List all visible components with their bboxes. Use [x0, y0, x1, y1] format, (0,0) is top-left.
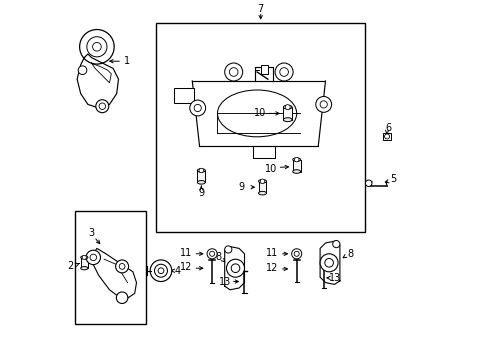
Circle shape — [150, 260, 171, 282]
Text: 10: 10 — [264, 164, 276, 174]
Text: 5: 5 — [390, 174, 396, 184]
Text: 8: 8 — [215, 252, 221, 262]
Bar — [197, 171, 205, 183]
Text: 9: 9 — [198, 188, 204, 198]
Circle shape — [78, 66, 87, 75]
Circle shape — [206, 249, 217, 259]
Ellipse shape — [283, 105, 291, 109]
Circle shape — [229, 68, 238, 76]
Circle shape — [209, 251, 214, 256]
Circle shape — [384, 134, 389, 139]
Circle shape — [119, 264, 125, 269]
Circle shape — [285, 105, 289, 109]
Circle shape — [80, 30, 114, 64]
Circle shape — [320, 254, 337, 272]
Text: 8: 8 — [346, 249, 352, 259]
Ellipse shape — [283, 118, 291, 122]
Bar — [81, 257, 88, 268]
Circle shape — [154, 264, 167, 277]
Ellipse shape — [292, 170, 300, 173]
Text: 1: 1 — [123, 56, 130, 66]
Bar — [174, 88, 194, 103]
Circle shape — [275, 63, 292, 81]
Text: 2: 2 — [67, 261, 73, 271]
Bar — [156, 23, 365, 232]
Circle shape — [279, 68, 288, 76]
Text: 4: 4 — [174, 266, 180, 276]
Circle shape — [82, 255, 86, 260]
Circle shape — [189, 100, 205, 116]
Text: 10: 10 — [253, 108, 265, 118]
Ellipse shape — [258, 180, 266, 183]
Bar — [383, 133, 390, 140]
Ellipse shape — [81, 266, 88, 270]
Ellipse shape — [217, 90, 296, 137]
Bar — [75, 211, 145, 324]
Circle shape — [115, 260, 128, 273]
Text: 12: 12 — [180, 262, 192, 273]
Ellipse shape — [258, 192, 266, 195]
Bar — [258, 181, 266, 193]
Circle shape — [99, 103, 105, 109]
Ellipse shape — [197, 181, 205, 184]
Circle shape — [294, 251, 299, 256]
Circle shape — [86, 250, 101, 265]
Circle shape — [226, 259, 244, 277]
Text: 13: 13 — [218, 276, 230, 287]
Bar — [283, 107, 291, 120]
Circle shape — [260, 179, 264, 184]
Text: 9: 9 — [238, 182, 244, 192]
Text: 7: 7 — [257, 4, 264, 14]
Text: 6: 6 — [385, 123, 391, 133]
Circle shape — [332, 240, 339, 248]
Text: 11: 11 — [266, 248, 278, 258]
Circle shape — [231, 264, 239, 273]
Circle shape — [194, 104, 201, 112]
Circle shape — [224, 246, 231, 253]
Text: 13: 13 — [328, 273, 341, 283]
Circle shape — [87, 37, 107, 57]
Circle shape — [294, 157, 298, 162]
Circle shape — [116, 292, 127, 303]
Circle shape — [90, 254, 96, 261]
Ellipse shape — [197, 169, 205, 172]
Text: 3: 3 — [88, 228, 94, 238]
Circle shape — [92, 42, 101, 51]
Text: 12: 12 — [266, 263, 278, 273]
Circle shape — [158, 268, 163, 274]
Ellipse shape — [292, 158, 300, 161]
Circle shape — [199, 168, 203, 173]
Ellipse shape — [81, 256, 88, 259]
Bar — [260, 65, 267, 74]
Circle shape — [224, 63, 242, 81]
Circle shape — [320, 101, 326, 108]
Circle shape — [96, 100, 108, 113]
Text: 11: 11 — [180, 248, 192, 258]
Circle shape — [365, 180, 371, 186]
Circle shape — [315, 96, 331, 112]
Circle shape — [291, 249, 301, 259]
Bar — [292, 160, 300, 171]
Circle shape — [324, 258, 333, 267]
